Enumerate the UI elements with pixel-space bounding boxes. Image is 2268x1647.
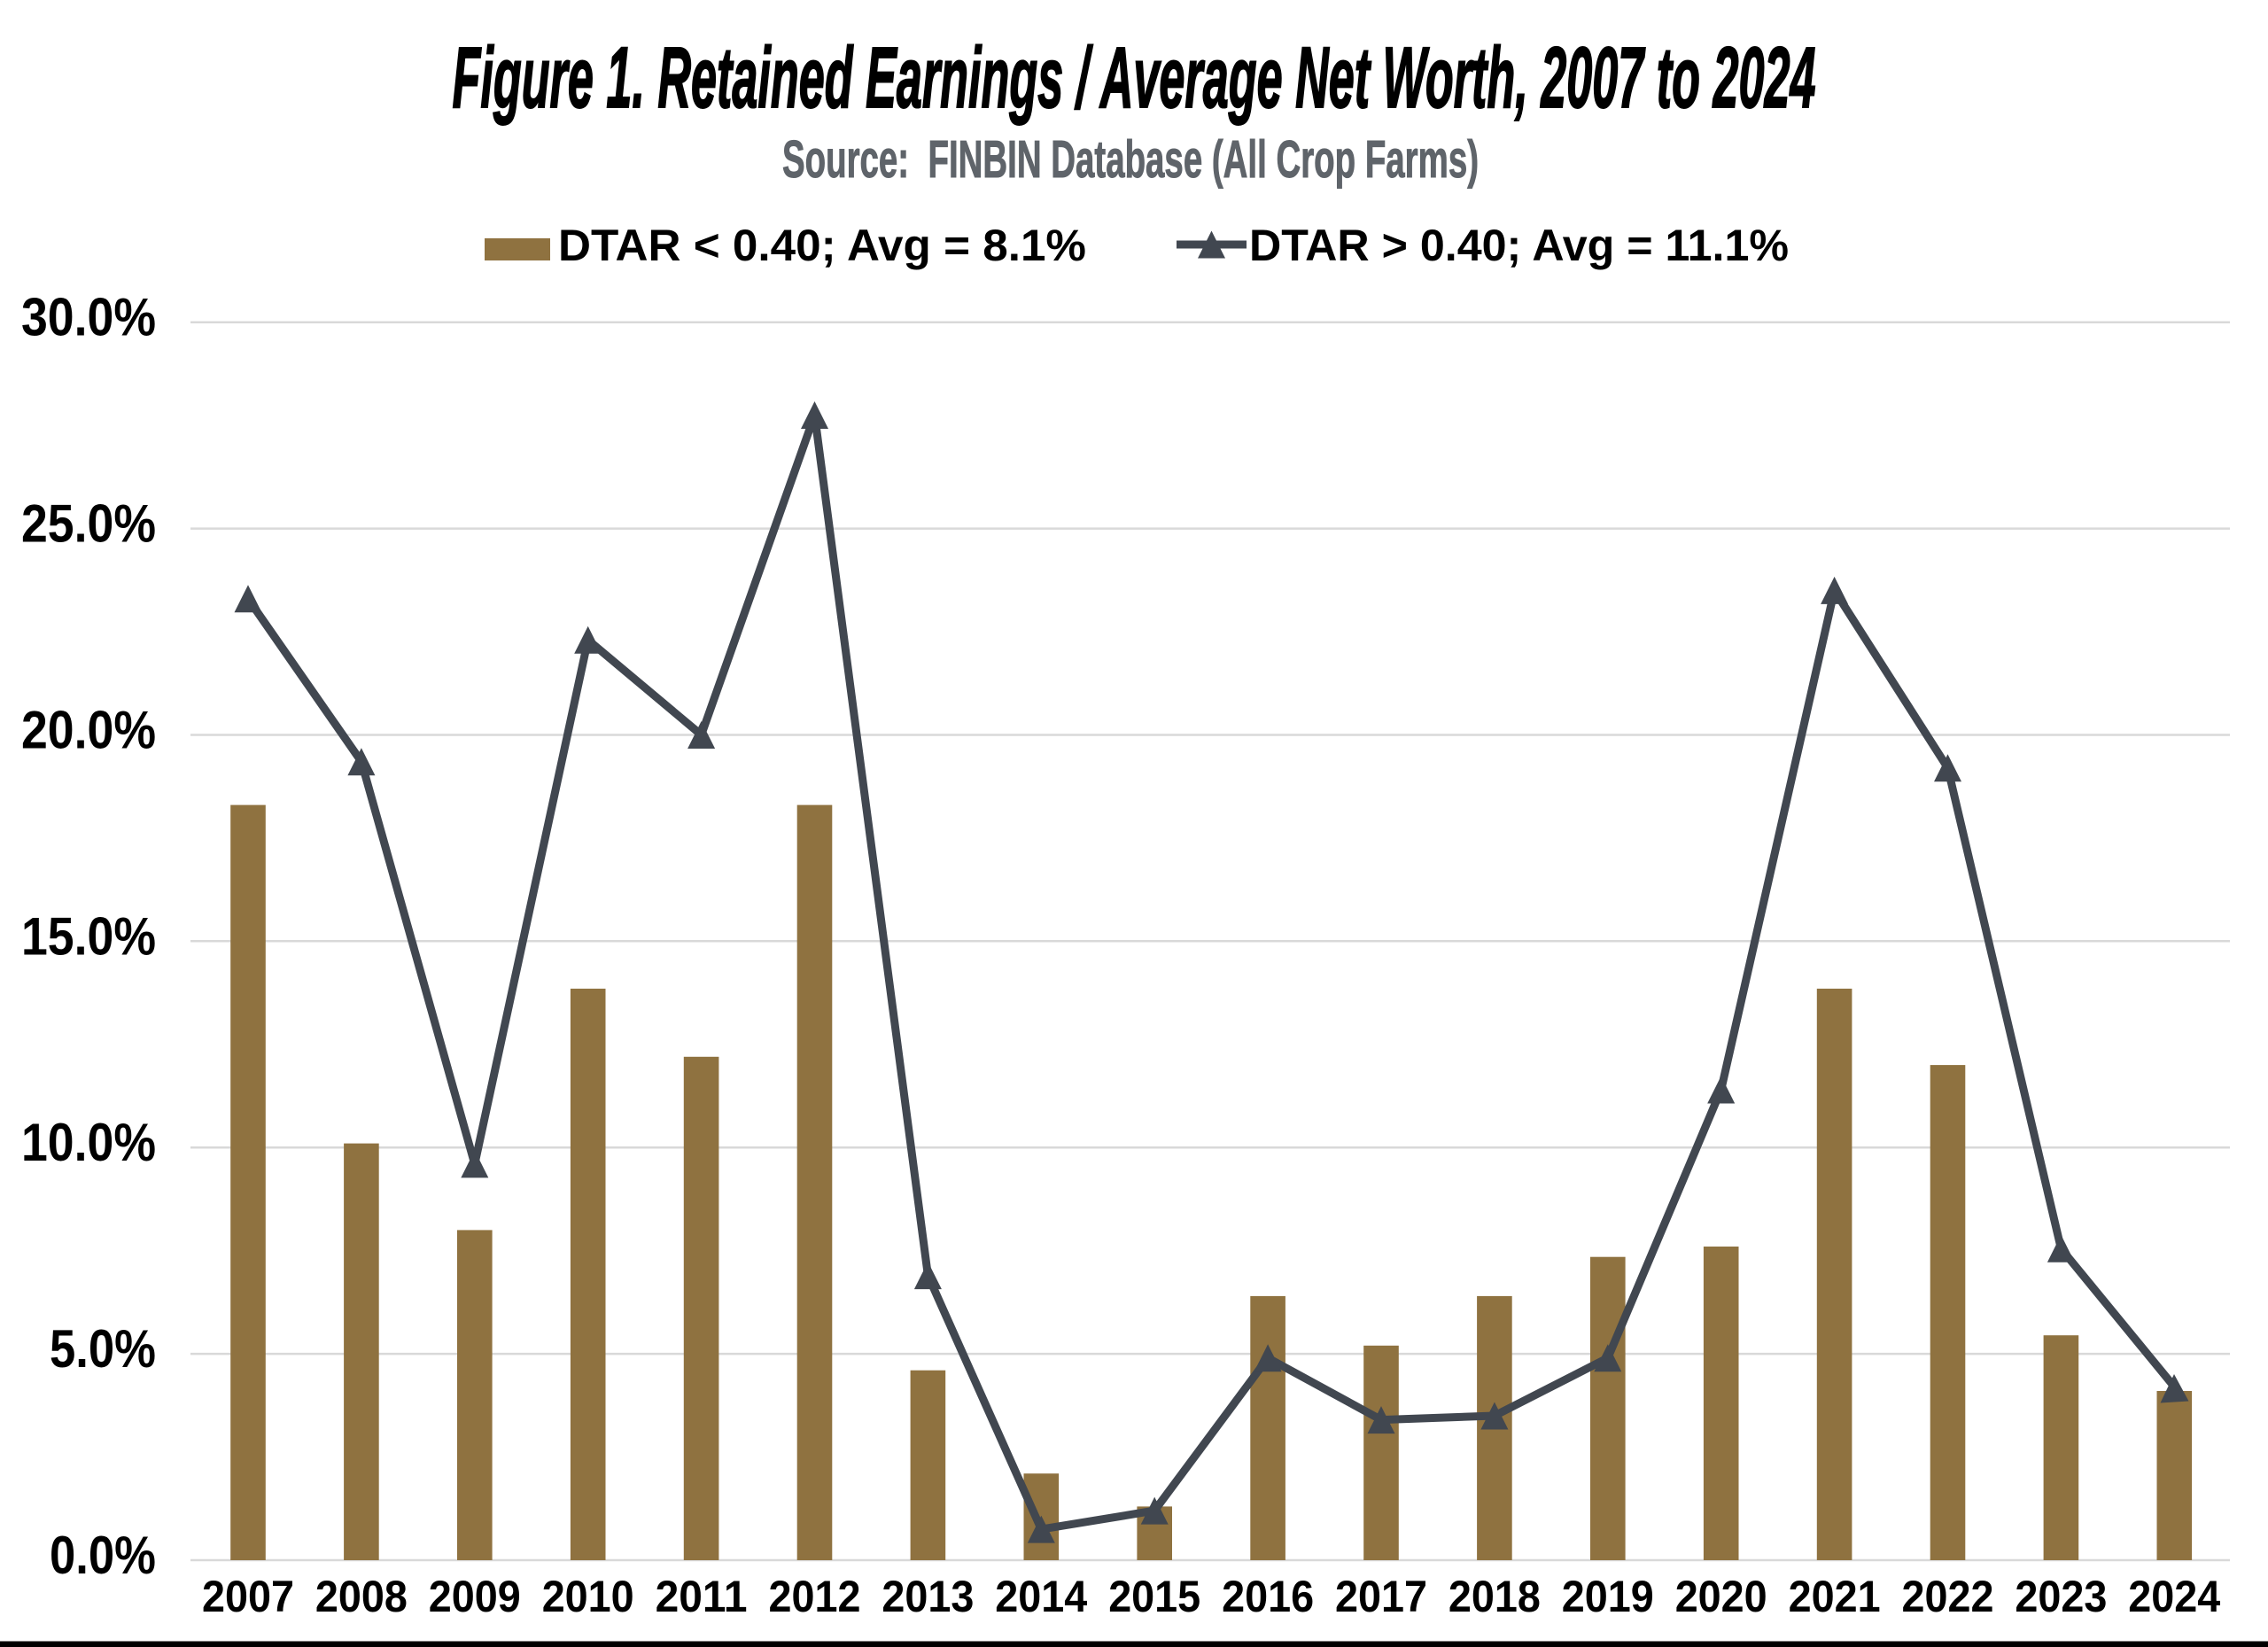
svg-text:2014: 2014 (995, 1572, 1087, 1621)
svg-text:20.0%: 20.0% (21, 701, 156, 760)
svg-text:2016: 2016 (1222, 1572, 1314, 1621)
svg-text:2019: 2019 (1562, 1572, 1654, 1621)
svg-text:2008: 2008 (315, 1572, 408, 1621)
svg-text:2024: 2024 (2128, 1572, 2220, 1621)
svg-text:Source: FINBIN Database (All: Source: FINBIN Database (All Crop Farms) (782, 130, 1479, 189)
svg-text:5.0%: 5.0% (50, 1319, 156, 1379)
svg-text:2010: 2010 (542, 1572, 634, 1621)
svg-text:2018: 2018 (1449, 1572, 1541, 1621)
svg-text:2011: 2011 (656, 1572, 748, 1621)
svg-text:2012: 2012 (769, 1572, 861, 1621)
svg-text:10.0%: 10.0% (21, 1113, 156, 1172)
svg-text:Figure 1. Retained Earnings /: Figure 1. Retained Earnings / Average Ne… (453, 29, 1816, 126)
svg-text:DTAR > 0.40; Avg = 11.1%: DTAR > 0.40; Avg = 11.1% (1249, 221, 1789, 270)
svg-text:30.0%: 30.0% (21, 288, 156, 347)
svg-text:2023: 2023 (2015, 1572, 2107, 1621)
svg-text:2021: 2021 (1789, 1572, 1881, 1621)
svg-text:2015: 2015 (1108, 1572, 1200, 1621)
svg-text:2013: 2013 (882, 1572, 974, 1621)
svg-text:15.0%: 15.0% (21, 906, 156, 966)
svg-text:2022: 2022 (1902, 1572, 1994, 1621)
svg-text:2017: 2017 (1335, 1572, 1427, 1621)
svg-text:DTAR < 0.40; Avg = 8.1%: DTAR < 0.40; Avg = 8.1% (558, 221, 1086, 270)
svg-text:25.0%: 25.0% (21, 494, 156, 554)
svg-text:2007: 2007 (202, 1572, 294, 1621)
svg-text:2020: 2020 (1675, 1572, 1767, 1621)
svg-text:2009: 2009 (429, 1572, 521, 1621)
svg-text:0.0%: 0.0% (50, 1526, 156, 1585)
